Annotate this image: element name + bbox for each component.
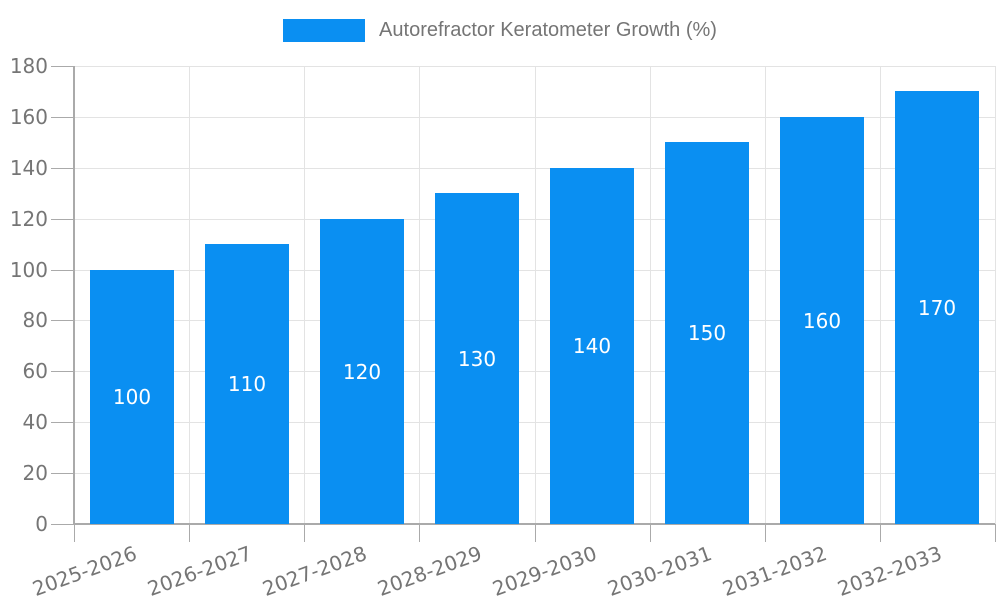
v-gridline [419,66,420,524]
bar-value-label: 160 [802,308,842,333]
x-axis-tick [650,524,651,542]
x-axis-label: 2029-2030 [489,541,600,600]
bar-value-label: 120 [342,359,382,384]
x-axis-tick [880,524,881,542]
v-gridline [304,66,305,524]
h-gridline [74,422,995,423]
x-axis-label: 2026-2027 [144,541,255,600]
y-axis-tick [51,524,74,525]
h-gridline [74,219,995,220]
y-axis-tick [51,168,74,169]
x-axis-tick [535,524,536,542]
x-axis-tick [765,524,766,542]
legend[interactable]: Autorefractor Keratometer Growth (%) [0,17,1000,43]
y-axis-tick [51,270,74,271]
y-axis-label: 80 [22,308,48,332]
y-axis-label: 40 [22,410,48,434]
y-axis-tick [51,473,74,474]
y-axis-tick [51,66,74,67]
x-axis-tick [189,524,190,542]
v-gridline [880,66,881,524]
bar-value-label: 140 [572,334,612,358]
x-axis-tick [304,524,305,542]
bar: 170 [895,91,979,524]
y-axis-label: 160 [9,105,48,129]
y-axis-tick [51,371,74,372]
y-axis-label: 140 [9,156,48,180]
legend-label[interactable]: Autorefractor Keratometer Growth (%) [379,19,717,41]
x-axis-tick [419,524,420,542]
bar: 140 [550,168,634,524]
bar: 150 [665,142,749,524]
y-axis-tick [51,117,74,118]
v-gridline [189,66,190,524]
h-gridline [74,117,995,118]
x-axis-label: 2028-2029 [374,541,485,600]
h-gridline [74,473,995,474]
h-gridline [74,320,995,321]
bar: 110 [205,244,289,524]
y-axis-tick [51,219,74,220]
h-gridline [74,66,995,67]
bar-value-label: 130 [457,346,497,371]
x-axis-label: 2032-2033 [834,541,945,600]
y-axis-label: 60 [22,359,48,383]
bar: 160 [780,117,864,524]
v-gridline [650,66,651,524]
x-axis-tick [995,524,996,542]
x-axis-label: 2027-2028 [259,541,370,600]
y-axis-label: 0 [35,512,48,536]
v-gridline [995,66,996,524]
y-axis-label: 20 [22,461,48,485]
h-gridline [74,168,995,169]
bar: 120 [320,219,404,524]
h-gridline [74,270,995,271]
bar-value-label: 170 [917,295,957,320]
x-axis-line [73,523,995,525]
y-axis-tick [51,320,74,321]
legend-swatch[interactable] [283,18,366,42]
y-axis-label: 100 [9,258,48,282]
y-axis-tick [51,422,74,423]
bar: 130 [435,193,519,524]
bar-value-label: 100 [112,385,152,409]
x-axis-label: 2025-2026 [29,541,140,600]
y-axis-label: 120 [9,207,48,231]
bar: 100 [90,270,174,524]
bar-value-label: 150 [687,321,727,345]
y-axis-line [73,66,75,524]
v-gridline [765,66,766,524]
bar-value-label: 110 [227,372,267,396]
x-axis-tick [74,524,75,542]
h-gridline [74,371,995,372]
v-gridline [535,66,536,524]
x-axis-label: 2030-2031 [604,541,715,600]
x-axis-label: 2031-2032 [719,541,830,600]
y-axis-label: 180 [9,54,48,78]
